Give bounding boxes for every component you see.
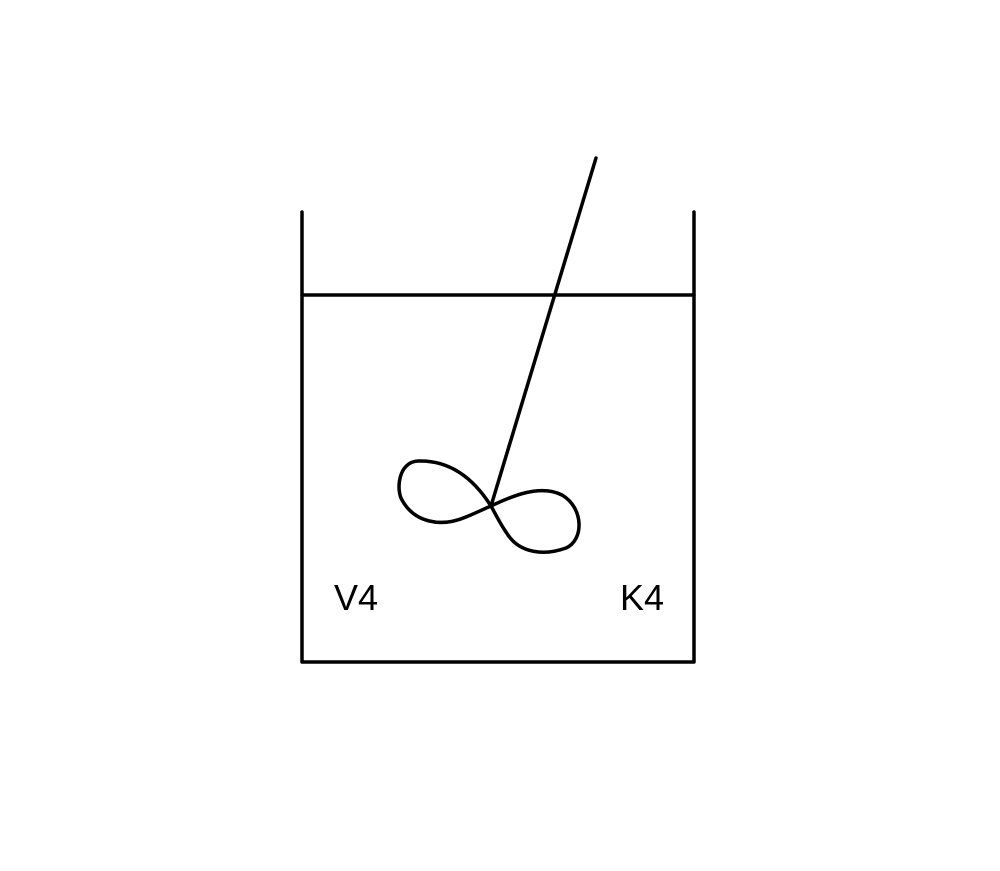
stirrer-shaft <box>489 156 598 508</box>
tank-vessel <box>300 210 696 664</box>
impeller-left-lobe <box>397 459 493 525</box>
label-left: V4 <box>334 577 378 618</box>
impeller-right-lobe <box>489 488 581 554</box>
label-right: K4 <box>620 577 664 618</box>
